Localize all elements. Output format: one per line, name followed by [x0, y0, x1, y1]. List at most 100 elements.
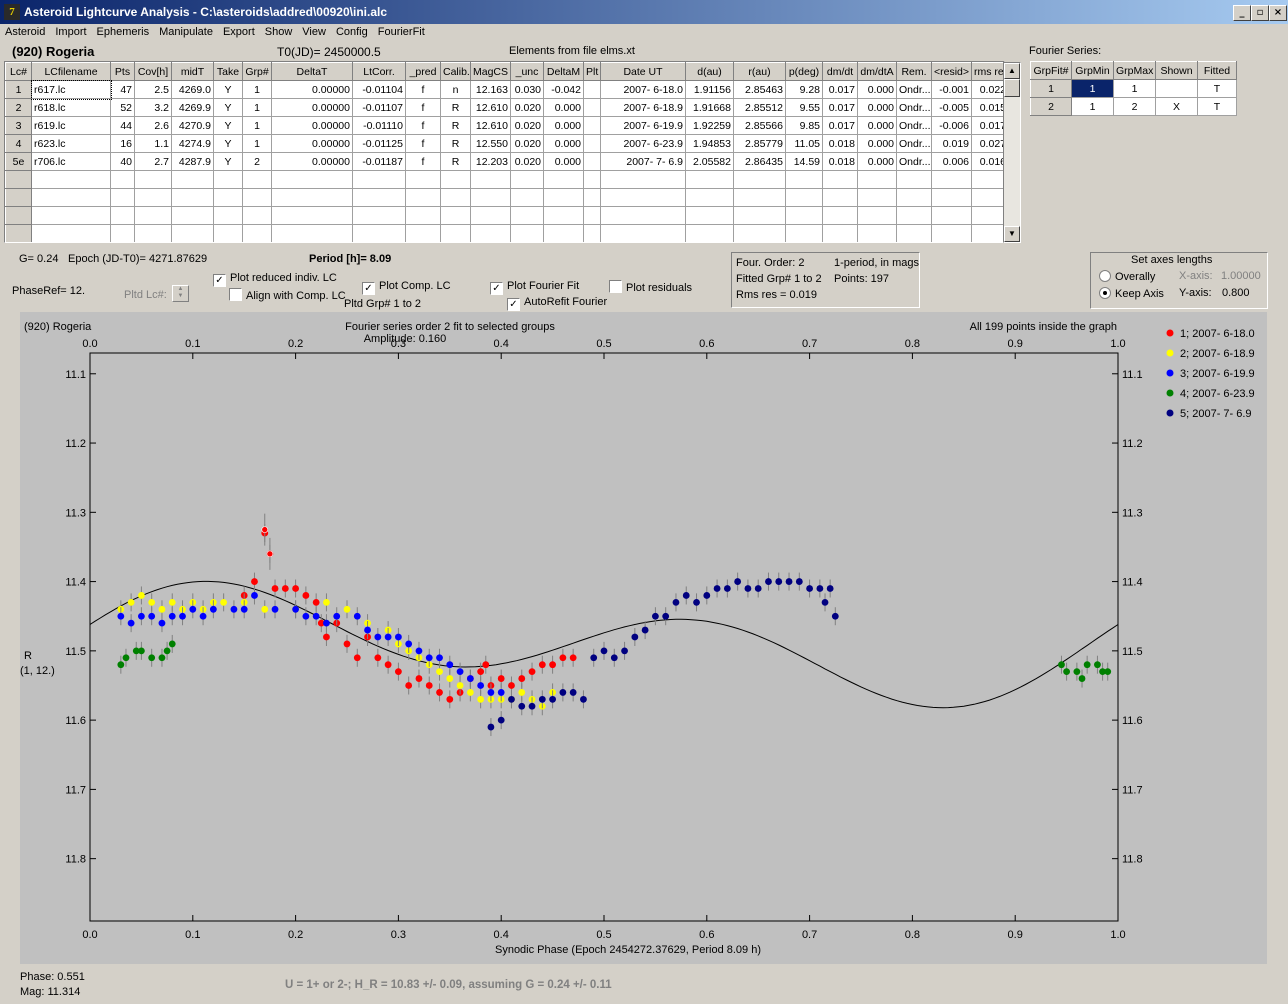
lc-cell[interactable]: 2.85463	[733, 80, 786, 99]
lc-cell[interactable]	[242, 224, 272, 242]
lc-cell[interactable]	[896, 206, 932, 225]
lc-cell[interactable]: 0.020	[510, 98, 544, 117]
lc-cell[interactable]: Ondr...	[896, 98, 932, 117]
fourier-cell[interactable]: X	[1155, 97, 1198, 116]
lc-cell[interactable]	[583, 116, 601, 135]
lc-column-header[interactable]: Cov[h]	[134, 62, 172, 81]
lc-cell[interactable]	[352, 188, 406, 207]
lc-column-header[interactable]: Pts	[110, 62, 135, 81]
lc-cell[interactable]	[134, 188, 172, 207]
lc-cell[interactable]: 0.022	[971, 80, 1004, 99]
lc-column-header[interactable]: p(deg)	[785, 62, 823, 81]
lc-cell[interactable]: 0.006	[931, 152, 972, 171]
lc-cell[interactable]	[405, 206, 441, 225]
lc-cell[interactable]: 0.000	[857, 134, 897, 153]
lc-cell[interactable]	[971, 170, 1004, 189]
lc-column-header[interactable]: _pred	[405, 62, 441, 81]
lc-row-header[interactable]	[5, 188, 32, 207]
lc-cell[interactable]: Y	[213, 134, 243, 153]
lc-cell[interactable]	[110, 224, 135, 242]
lc-cell[interactable]	[352, 206, 406, 225]
lc-cell[interactable]	[440, 206, 471, 225]
lc-cell[interactable]	[600, 170, 686, 189]
lc-cell[interactable]	[896, 170, 932, 189]
lc-cell[interactable]: -0.006	[931, 116, 972, 135]
lc-cell[interactable]	[931, 170, 972, 189]
lc-cell[interactable]: 0.020	[510, 116, 544, 135]
lc-cell[interactable]	[440, 188, 471, 207]
lc-cell[interactable]	[171, 206, 214, 225]
lc-cell[interactable]: 0.000	[857, 116, 897, 135]
lc-cell[interactable]: 0.000	[543, 152, 584, 171]
lc-row-header[interactable]	[5, 170, 32, 189]
lc-cell[interactable]: 12.550	[470, 134, 511, 153]
lc-column-header[interactable]: MagCS	[470, 62, 511, 81]
lc-cell[interactable]	[242, 188, 272, 207]
lc-cell[interactable]	[733, 206, 786, 225]
lc-cell[interactable]: -0.01104	[352, 80, 406, 99]
lc-cell[interactable]	[685, 188, 734, 207]
lc-cell[interactable]: 1	[242, 134, 272, 153]
lc-cell[interactable]	[31, 224, 111, 242]
lc-column-header[interactable]: dm/dtA	[857, 62, 897, 81]
lc-cell[interactable]	[822, 206, 858, 225]
lc-cell[interactable]	[213, 188, 243, 207]
lc-column-header[interactable]: Lc#	[5, 62, 32, 81]
lc-column-header[interactable]: Grp#	[242, 62, 272, 81]
lc-column-header[interactable]: Date UT	[600, 62, 686, 81]
fourier-cell[interactable]	[1155, 79, 1198, 98]
lc-cell[interactable]	[543, 188, 584, 207]
lc-cell[interactable]: 0.00000	[271, 98, 353, 117]
lc-cell[interactable]: 2	[242, 152, 272, 171]
lc-cell[interactable]: 12.610	[470, 116, 511, 135]
lc-cell[interactable]	[931, 224, 972, 242]
lc-cell[interactable]: Y	[213, 116, 243, 135]
lc-cell[interactable]: -0.01187	[352, 152, 406, 171]
lc-cell[interactable]: 0.017	[822, 116, 858, 135]
lc-cell[interactable]	[583, 170, 601, 189]
lc-cell[interactable]	[822, 188, 858, 207]
lc-cell[interactable]: 0.027	[971, 134, 1004, 153]
keep-axis-radio[interactable]: Keep Axis	[1099, 287, 1164, 300]
lc-cell[interactable]: f	[405, 116, 441, 135]
lc-cell[interactable]: f	[405, 80, 441, 99]
lc-cell[interactable]	[896, 224, 932, 242]
lc-cell[interactable]: n	[440, 80, 471, 99]
lc-cell[interactable]: 0.00000	[271, 134, 353, 153]
lc-cell[interactable]: 2.85512	[733, 98, 786, 117]
lc-cell[interactable]	[470, 188, 511, 207]
lc-column-header[interactable]: rms res	[971, 62, 1004, 81]
lc-cell[interactable]: 4274.9	[171, 134, 214, 153]
lc-column-header[interactable]: _unc	[510, 62, 544, 81]
fourier-cell[interactable]: 1	[1071, 97, 1114, 116]
menu-show[interactable]: Show	[264, 26, 293, 38]
menu-import[interactable]: Import	[55, 26, 87, 38]
lc-row-header[interactable]: 1	[5, 80, 32, 99]
lc-column-header[interactable]: LtCorr.	[352, 62, 406, 81]
lc-cell[interactable]: 2007- 7- 6.9	[600, 152, 686, 171]
lc-cell[interactable]	[440, 224, 471, 242]
lc-cell[interactable]	[971, 224, 1004, 242]
lc-cell[interactable]	[931, 206, 972, 225]
lc-cell[interactable]: r619.lc	[31, 116, 111, 135]
lc-cell[interactable]: 9.55	[785, 98, 823, 117]
minimize-button[interactable]: _	[1233, 5, 1251, 21]
lc-cell[interactable]: 12.610	[470, 98, 511, 117]
lc-cell[interactable]	[470, 206, 511, 225]
lc-cell[interactable]	[600, 206, 686, 225]
lc-cell[interactable]: 1	[242, 116, 272, 135]
lc-cell[interactable]	[600, 188, 686, 207]
lc-row-header[interactable]	[5, 206, 32, 225]
lc-cell[interactable]: R	[440, 116, 471, 135]
lc-cell[interactable]: 0.018	[822, 152, 858, 171]
lc-cell[interactable]	[971, 206, 1004, 225]
lc-cell[interactable]	[271, 224, 353, 242]
lc-cell[interactable]: 14.59	[785, 152, 823, 171]
overally-radio[interactable]: Overally	[1099, 270, 1155, 283]
lc-cell[interactable]	[785, 188, 823, 207]
fourier-row-header[interactable]: 2	[1030, 97, 1072, 116]
lc-cell[interactable]: 1.91156	[685, 80, 734, 99]
lc-cell[interactable]	[543, 170, 584, 189]
plot-comp-checkbox[interactable]: ✓ Plot Comp. LC	[362, 280, 451, 295]
